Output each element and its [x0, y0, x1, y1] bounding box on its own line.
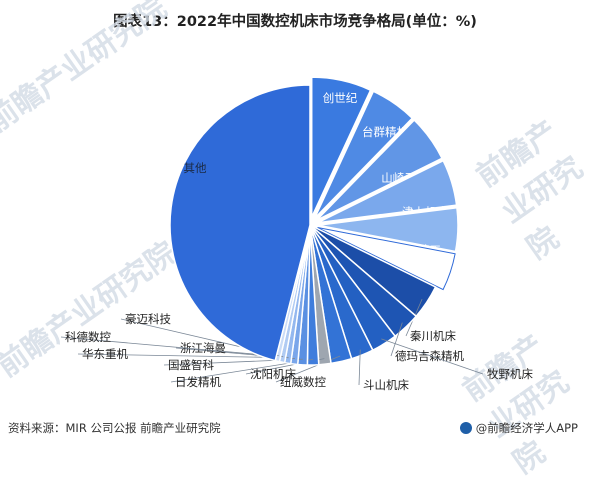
slice-label: 国盛智科 [168, 358, 214, 372]
slice-label: 秦川机床 [410, 329, 456, 343]
slice-label: 其他 [184, 161, 207, 175]
slice-label: 日发精机 [175, 375, 221, 389]
leader-line [390, 322, 403, 357]
slice-label: 科德数控 [65, 330, 111, 344]
chart-title: 图表13：2022年中国数控机床市场竞争格局(单位：%) [113, 14, 477, 30]
leader-line [358, 349, 361, 386]
slice-label: 纽威数控 [280, 375, 326, 389]
pie-slice [317, 159, 458, 224]
slice-label: 浙江海曼 [180, 341, 226, 355]
slice-label: 斗山机床 [363, 378, 409, 392]
slice-label: 牧野机床 [487, 367, 533, 381]
pie-slice [317, 206, 459, 253]
slice-label: 华东重机 [82, 347, 128, 361]
leader-line [77, 353, 289, 359]
slice-label: 豪迈科技 [125, 312, 171, 326]
pie-slice [169, 84, 311, 362]
brand-logo-icon [459, 422, 472, 434]
source-note: 资料来源：MIR 公司公报 前瞻产业研究院 [8, 421, 221, 435]
pie-slice [317, 227, 456, 291]
pie-chart: 创世纪台群精机山崎马扎克津上机床海天精工北京精雕秦川机床德玛吉森精机牧野机床斗山… [60, 76, 533, 392]
brand-label: @前瞻经济学人APP [475, 421, 578, 435]
brand: @前瞻经济学人APP [459, 420, 578, 436]
leader-line [60, 336, 284, 358]
pie-slice [315, 119, 444, 221]
slice-label: 创世纪 [323, 91, 358, 105]
slice-label: 沈阳机床 [250, 367, 296, 381]
pie-slice [313, 90, 414, 219]
pie-slice [310, 76, 372, 218]
slice-label: 台群精机 [362, 125, 408, 139]
leader-line [381, 338, 484, 375]
footer: 资料来源：MIR 公司公报 前瞻产业研究院 @前瞻经济学人APP [0, 420, 590, 442]
